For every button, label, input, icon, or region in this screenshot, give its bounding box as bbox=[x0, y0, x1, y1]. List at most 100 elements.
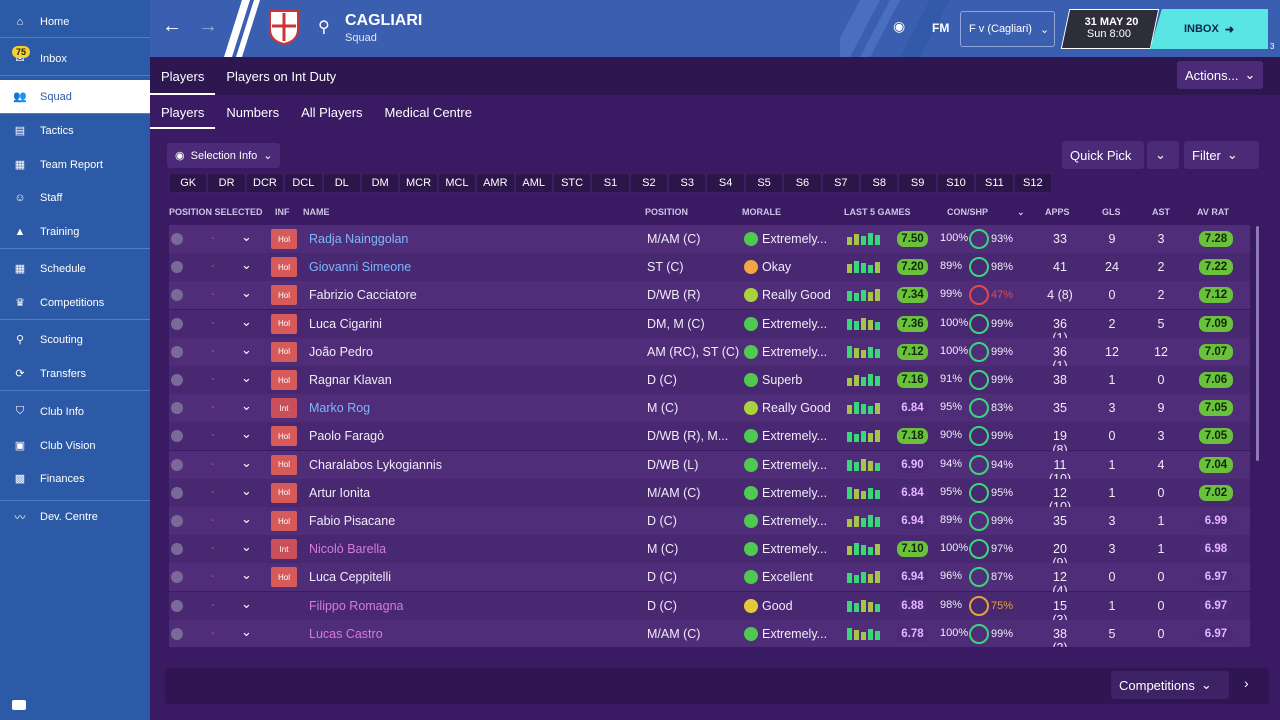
select-checkbox[interactable] bbox=[171, 289, 183, 302]
position-button-mcr[interactable]: MCR bbox=[399, 173, 438, 193]
select-checkbox[interactable] bbox=[171, 233, 183, 245]
select-checkbox[interactable] bbox=[171, 571, 183, 584]
chevron-down-icon[interactable]: ⌄ bbox=[241, 285, 252, 301]
table-row[interactable]: - ⌄ Hol Paolo Faragò D/WB (R), M... Extremely… bbox=[169, 422, 1250, 457]
position-button-dr[interactable]: DR bbox=[207, 173, 246, 193]
player-name[interactable]: João Pedro bbox=[309, 344, 373, 359]
table-row[interactable]: - ⌄ Hol João Pedro AM (RC), ST (C) Extremely.… bbox=[169, 337, 1250, 373]
col-ast[interactable]: AST bbox=[1152, 207, 1170, 217]
table-row[interactable]: - ⌄ Hol Fabio Pisacane D (C) Extremely... 6.94… bbox=[169, 507, 1250, 535]
col-morale[interactable]: MORALE bbox=[742, 207, 781, 217]
col-last5[interactable]: LAST 5 GAMES bbox=[844, 207, 911, 217]
select-checkbox[interactable] bbox=[171, 458, 183, 471]
globe-icon[interactable]: ◉ bbox=[893, 18, 906, 34]
select-checkbox[interactable] bbox=[171, 486, 183, 499]
col-name[interactable]: NAME bbox=[303, 207, 330, 217]
select-checkbox[interactable] bbox=[171, 627, 183, 640]
actions-button[interactable]: Actions... ⌄ bbox=[1177, 61, 1264, 89]
player-name[interactable]: Fabrizio Cacciatore bbox=[309, 288, 417, 303]
position-button-s9[interactable]: S9 bbox=[898, 173, 937, 193]
chevron-right-icon[interactable]: › bbox=[1244, 675, 1249, 691]
position-button-s11[interactable]: S11 bbox=[975, 173, 1014, 193]
player-name[interactable]: Lucas Castro bbox=[309, 626, 383, 641]
chevron-down-icon[interactable]: ⌄ bbox=[241, 426, 252, 442]
table-scrollbar[interactable] bbox=[1256, 226, 1259, 461]
player-name[interactable]: Giovanni Simeone bbox=[309, 260, 412, 275]
player-name[interactable]: Charalabos Lykogiannis bbox=[309, 457, 442, 472]
sidebar-item-squad[interactable]: 👥 Squad bbox=[0, 80, 150, 113]
quick-pick-dropdown[interactable]: ⌄ bbox=[1147, 141, 1179, 169]
player-name[interactable]: Marko Rog bbox=[309, 401, 371, 416]
sidebar-item-club-vision[interactable]: ▣ Club Vision bbox=[0, 429, 150, 462]
table-row[interactable]: - ⌄ Hol Radja Nainggolan M/AM (C) Extremely..… bbox=[169, 225, 1250, 253]
select-checkbox[interactable] bbox=[171, 543, 183, 556]
chevron-down-icon[interactable]: ⌄ bbox=[241, 539, 252, 555]
sidebar-item-tactics[interactable]: ▤ Tactics bbox=[0, 114, 150, 147]
sidebar-item-transfers[interactable]: ⟳ Transfers bbox=[0, 357, 150, 390]
position-button-s12[interactable]: S12 bbox=[1013, 173, 1052, 193]
table-row[interactable]: - ⌄ Lucas Castro M/AM (C) Extremely... 6.78 10… bbox=[169, 619, 1250, 647]
fm-logo[interactable]: FM bbox=[932, 21, 950, 35]
tab-players-on-int-duty[interactable]: Players on Int Duty bbox=[226, 68, 337, 84]
sidebar-item-schedule[interactable]: ▦ Schedule bbox=[0, 252, 150, 285]
chevron-down-icon[interactable]: ⌄ bbox=[241, 482, 252, 498]
chevron-down-icon[interactable]: ⌄ bbox=[241, 623, 252, 639]
sidebar-item-club-info[interactable]: ⛉ Club Info bbox=[0, 395, 150, 428]
table-row[interactable]: - ⌄ Hol Ragnar Klavan D (C) Superb 7.16 91% 99% 3… bbox=[169, 366, 1250, 394]
tab-players[interactable]: Players bbox=[150, 95, 216, 129]
chevron-down-icon[interactable]: ⌄ bbox=[241, 313, 252, 329]
position-button-mcl[interactable]: MCL bbox=[437, 173, 477, 193]
position-button-dcr[interactable]: DCR bbox=[245, 173, 285, 193]
col-apps[interactable]: APPS bbox=[1045, 207, 1070, 217]
selection-info-button[interactable]: ◉ Selection Info ⌄ bbox=[167, 143, 281, 168]
table-row[interactable]: - ⌄ Hol Charalabos Lykogiannis D/WB (L) Extre… bbox=[169, 450, 1250, 486]
player-name[interactable]: Luca Cigarini bbox=[309, 316, 382, 331]
sort-chevron-icon[interactable]: ⌄ bbox=[1017, 207, 1025, 217]
sidebar-item-home[interactable]: ⌂ Home bbox=[0, 5, 150, 38]
table-row[interactable]: - ⌄ Hol Luca Cigarini DM, M (C) Extremely... 7… bbox=[169, 309, 1250, 345]
search-icon[interactable]: ⚲ bbox=[318, 19, 330, 36]
chevron-down-icon[interactable]: ⌄ bbox=[241, 370, 252, 385]
table-row[interactable]: - ⌄ Hol Giovanni Simeone ST (C) Okay 7.20 89% 98… bbox=[169, 253, 1250, 282]
table-row[interactable]: - ⌄ Hol Artur Ionita M/AM (C) Extremely... 6.8… bbox=[169, 478, 1250, 514]
sidebar-item-training[interactable]: ▲ Training bbox=[0, 215, 150, 248]
sidebar-item-dev-centre[interactable]: 〰 Dev. Centre bbox=[0, 500, 150, 533]
sidebar-item-staff[interactable]: ☺ Staff bbox=[0, 181, 150, 214]
chevron-down-icon[interactable]: ⌄ bbox=[241, 341, 252, 357]
col-position-selected[interactable]: POSITION SELECTED bbox=[169, 207, 263, 217]
fixture-dropdown[interactable]: F v (Cagliari) ⌄ bbox=[960, 11, 1055, 47]
competitions-button[interactable]: Competitions ⌄ bbox=[1111, 671, 1229, 699]
chevron-down-icon[interactable]: ⌄ bbox=[241, 229, 252, 244]
select-checkbox[interactable] bbox=[171, 402, 183, 415]
position-button-s3[interactable]: S3 bbox=[668, 173, 707, 193]
col-position[interactable]: POSITION bbox=[645, 207, 689, 217]
tab-medical-centre[interactable]: Medical Centre bbox=[384, 104, 472, 120]
select-checkbox[interactable] bbox=[171, 515, 183, 527]
player-name[interactable]: Radja Nainggolan bbox=[309, 232, 409, 246]
select-checkbox[interactable] bbox=[171, 430, 183, 443]
sidebar-item-competitions[interactable]: ♛ Competitions bbox=[0, 286, 150, 319]
chevron-down-icon[interactable]: ⌄ bbox=[241, 257, 252, 273]
col-avrat[interactable]: AV RAT bbox=[1197, 207, 1230, 217]
tab-numbers[interactable]: Numbers bbox=[226, 104, 280, 120]
player-name[interactable]: Artur Ionita bbox=[309, 485, 371, 500]
keyboard-icon[interactable] bbox=[12, 700, 26, 710]
chevron-down-icon[interactable]: ⌄ bbox=[241, 454, 252, 470]
sidebar-item-team-report[interactable]: ▦ Team Report bbox=[0, 148, 150, 181]
col-inf[interactable]: INF bbox=[275, 207, 290, 217]
sidebar-item-inbox[interactable]: ✉ 75 Inbox bbox=[0, 42, 150, 75]
table-row[interactable]: - ⌄ Hol Fabrizio Cacciatore D/WB (R) Really G… bbox=[169, 281, 1250, 310]
select-checkbox[interactable] bbox=[171, 345, 183, 358]
position-button-stc[interactable]: STC bbox=[552, 173, 592, 193]
position-button-s4[interactable]: S4 bbox=[706, 173, 745, 193]
inbox-button[interactable]: INBOX ➜ bbox=[1150, 9, 1268, 49]
position-button-aml[interactable]: AML bbox=[514, 173, 553, 193]
player-name[interactable]: Filippo Romagna bbox=[309, 598, 404, 613]
forward-arrow-icon[interactable]: → bbox=[198, 15, 218, 37]
position-button-s10[interactable]: S10 bbox=[936, 173, 976, 193]
position-button-s5[interactable]: S5 bbox=[744, 173, 784, 193]
chevron-down-icon[interactable]: ⌄ bbox=[241, 567, 252, 583]
sidebar-item-finances[interactable]: ▩ Finances bbox=[0, 462, 150, 495]
select-checkbox[interactable] bbox=[171, 261, 183, 274]
